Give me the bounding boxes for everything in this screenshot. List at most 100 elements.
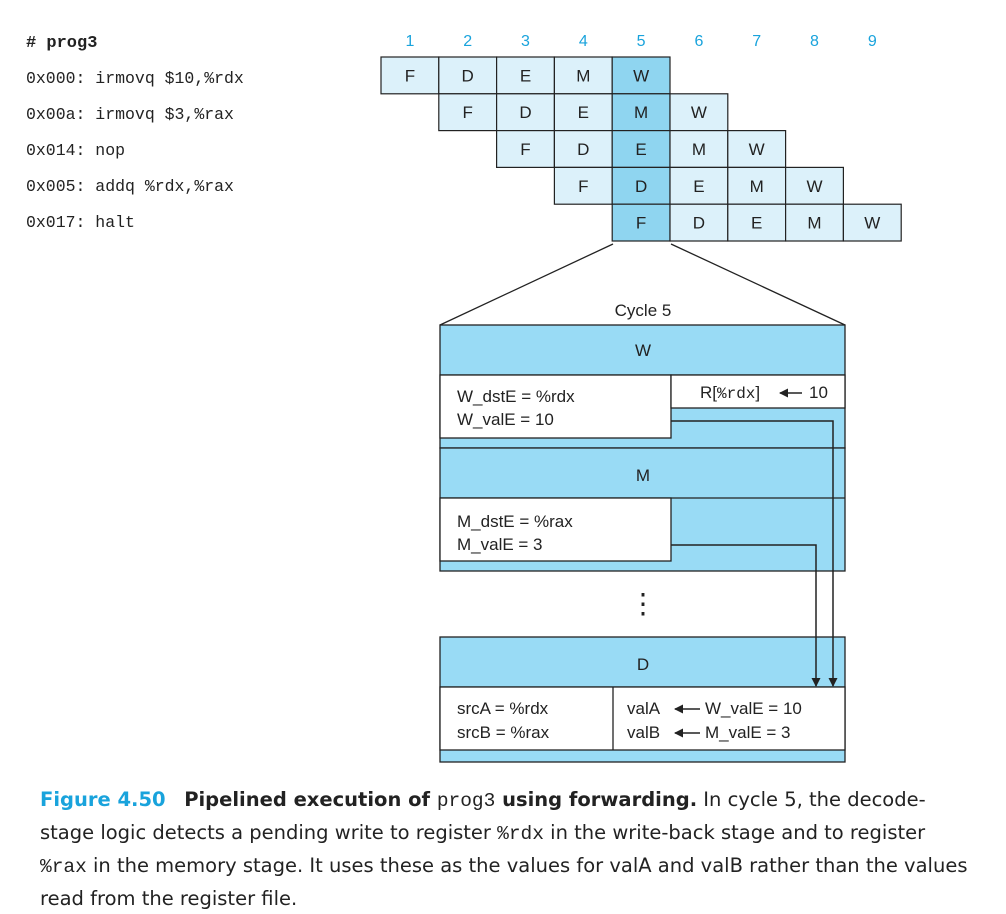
pipeline-stage-label: D [519,103,531,122]
pipeline-stage-label: E [520,66,531,85]
register-write-box [670,374,846,409]
pipeline-stage-label: F [520,140,530,159]
w-dst-text: W_dstE = %rdx [457,387,575,406]
pipeline-cell [553,93,613,132]
cycle-number: 4 [579,33,588,50]
pipeline-stage-label: F [405,66,415,85]
zoom-line-right [670,243,846,326]
m-stage-fields-box [439,497,672,562]
reg-write-prefix: R[ [700,383,717,402]
figure-number: Figure 4.50 [40,788,166,811]
cycle-number: 2 [463,33,472,50]
cycle-number: 1 [405,33,414,50]
pipeline-cell [669,130,729,169]
src-a-text: srcA = %rdx [457,699,549,718]
zoom-line-left [439,243,614,326]
pipeline-cell [727,203,787,242]
pipeline-stage-label: W [633,66,649,85]
d-stage-fields-box [439,686,846,751]
w-stage-fields-box [439,374,672,439]
m-val-text: M_valE = 3 [457,535,543,554]
caption-reg-1: %rdx [497,823,544,845]
pipeline-cell [553,130,613,169]
pipeline-grid: F D E M WF D E M WF D E M WF D E M WF D E M W [380,56,902,242]
cycle-number: 3 [521,33,530,50]
reg-write-suffix: ] [755,383,760,402]
pipeline-stage-label: W [806,177,822,196]
program-line: 0x017: halt [26,213,135,232]
cycle-number: 8 [810,33,819,50]
pipeline-cell [727,166,787,205]
program-line: 0x00a: irmovq $3,%rax [26,105,234,124]
cycle-number: 9 [868,33,877,50]
pipeline-cell [438,93,498,132]
caption-text-3: in the memory stage. It uses these as th… [40,854,968,910]
pipeline-stage-label: W [864,214,880,233]
ellipsis: ⋮ [629,588,657,619]
pipeline-cell [611,166,671,205]
cycle-detail-title: Cycle 5 [615,301,672,320]
caption-text-2: in the write-back stage and to register [543,821,926,844]
pipeline-stage-label: E [751,214,762,233]
forward-path-m-vale [671,544,821,687]
caption-title-part1: Pipelined execution of [184,788,437,811]
reg-write-value: 10 [809,383,828,402]
pipeline-stage-label: F [578,177,588,196]
pipeline-cell [669,93,729,132]
pipeline-stage-label: D [635,177,647,196]
val-a-source: W_valE = 10 [705,699,802,718]
w-stage-label: W [635,341,651,360]
pipeline-stage-label: D [693,214,705,233]
pipeline-stage-label: D [577,140,589,159]
pipeline-cell [611,203,671,242]
pipeline-stage-label: E [578,103,589,122]
pipeline-cell [553,166,613,205]
pipeline-cell [784,166,844,205]
forwarding-diagram: # prog3 0x000: irmovq $10,%rdx 0x00a: irm… [26,33,902,763]
caption-title-mono: prog3 [436,790,496,812]
d-stage-register: D srcA = %rdx srcB = %rax valA W_valE = … [439,636,846,763]
val-b-name: valB [627,723,660,742]
figure-caption: Figure 4.50 Pipelined execution of prog3… [40,784,970,914]
cycle-number: 5 [637,33,646,50]
src-b-text: srcB = %rax [457,723,550,742]
pipeline-stage-label: W [691,103,707,122]
cycle-number-row: 1 2 3 4 5 6 7 8 9 [405,33,876,50]
val-b-source: M_valE = 3 [705,723,791,742]
m-stage-label: M [636,466,650,485]
pipeline-stage-label: M [807,214,821,233]
pipeline-cell [669,203,729,242]
pipeline-cell [438,56,498,95]
cycle-number: 7 [752,33,761,50]
program-line: 0x005: addq %rdx,%rax [26,177,234,196]
pipeline-stage-label: F [463,103,473,122]
val-a-name: valA [627,699,661,718]
pipeline-cell [669,166,729,205]
program-line: 0x014: nop [26,141,125,160]
pipeline-stage-label: W [749,140,765,159]
caption-reg-2: %rax [40,856,87,878]
w-val-text: W_valE = 10 [457,410,554,429]
program-line: 0x000: irmovq $10,%rdx [26,69,244,88]
m-dst-text: M_dstE = %rax [457,512,573,531]
svg-text:R[%rdx]: R[%rdx] [700,383,760,403]
pipeline-stage-label: M [750,177,764,196]
caption-title-part2: using forwarding. [495,788,698,811]
m-stage-register: M M_dstE = %rax M_valE = 3 [439,447,846,572]
pipeline-stage-label: E [635,140,646,159]
pipeline-stage-label: M [576,66,590,85]
d-stage-label: D [637,655,649,674]
program-title: # prog3 [26,34,97,53]
w-stage-register: W W_dstE = %rdx W_valE = 10 R[%rdx] 10 [439,324,846,449]
forward-path-w-vale [671,420,838,687]
pipeline-stage-label: F [636,214,646,233]
pipeline-cell [842,203,902,242]
pipeline-stage-label: E [693,177,704,196]
pipeline-stage-label: M [692,140,706,159]
cycle-number: 6 [694,33,703,50]
pipeline-stage-label: M [634,103,648,122]
reg-write-name: %rdx [717,385,755,403]
pipeline-cell [380,56,440,95]
caption-text-1: In cycle 5, the decode-stage logic detec… [40,788,926,844]
pipeline-stage-label: D [462,66,474,85]
